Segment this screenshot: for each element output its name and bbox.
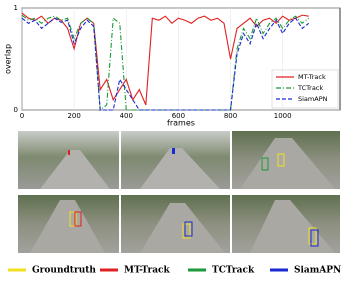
photo (232, 195, 340, 253)
x-tick-label: 600 (172, 112, 185, 120)
x-tick-label: 800 (224, 112, 237, 120)
photo (18, 195, 119, 253)
legend-label: SiamAPN (294, 266, 341, 276)
legend-label: TCTrack (297, 84, 323, 92)
x-tick-label: 200 (67, 112, 80, 120)
figure-legend: Groundtruth MT-Track TCTrack SiamAPN (8, 266, 341, 276)
photo (121, 195, 230, 253)
x-tick-label: 0 (20, 112, 24, 120)
x-tick-label: 400 (120, 112, 133, 120)
image-grid (18, 131, 340, 253)
data-line (21, 14, 310, 112)
legend-label: MT-Track (298, 73, 326, 81)
data-line (21, 17, 310, 111)
photo (232, 131, 340, 189)
x-tick-label: 1000 (274, 112, 292, 120)
legend-label: SiamAPN (298, 95, 328, 103)
y-axis-label: overlap (4, 44, 13, 74)
legend-box (271, 69, 339, 109)
data-line (21, 12, 309, 106)
x-axis-label: frames (167, 119, 195, 128)
chart: overlap frames 0 200 400 600 800 1000 0 1 MT-Tra… (4, 4, 341, 128)
y-tick-label: 0 (14, 106, 18, 114)
y-tick-label: 1 (14, 4, 18, 12)
legend-label: Groundtruth (32, 266, 96, 276)
photo (18, 131, 119, 189)
legend-label: MT-Track (124, 266, 171, 276)
legend-label: TCTrack (212, 266, 255, 276)
photo (121, 131, 230, 189)
